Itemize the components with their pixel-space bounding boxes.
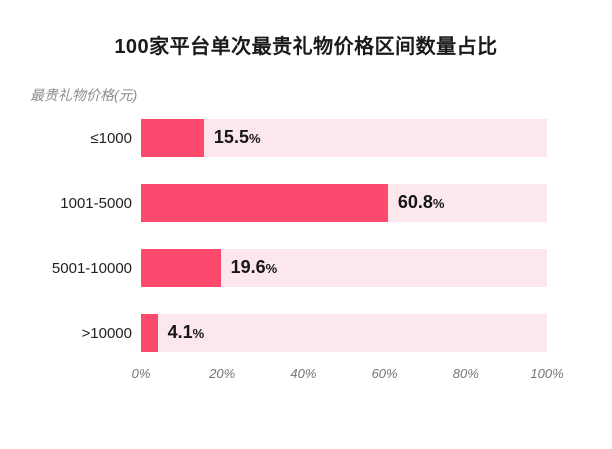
value-unit: % — [265, 261, 278, 277]
value-unit: % — [248, 131, 261, 147]
x-axis-tick: 100% — [530, 366, 564, 381]
x-axis-tick: 20% — [209, 366, 236, 381]
bar-row: >10000 4.1% — [0, 314, 612, 352]
bar-track: 4.1% — [141, 314, 547, 352]
value-label: 19.6% — [231, 258, 278, 277]
bar — [141, 249, 221, 287]
category-label: 1001-5000 — [60, 194, 132, 212]
bar-row: 1001-5000 60.8% — [0, 184, 612, 222]
x-axis-tick: 0% — [131, 366, 151, 381]
value-label: 4.1% — [168, 323, 205, 342]
bar-track: 19.6% — [141, 249, 547, 287]
bar-row: ≤1000 15.5% — [0, 119, 612, 157]
bar-track: 60.8% — [141, 184, 547, 222]
category-label: ≤1000 — [90, 129, 132, 147]
x-axis-tick: 60% — [371, 366, 398, 381]
value-label: 60.8% — [398, 193, 445, 212]
bar — [141, 314, 158, 352]
x-axis-tick: 80% — [452, 366, 479, 381]
bar-rows: ≤1000 15.5% 1001-5000 60.8% 5001-10000 19.6% >… — [0, 119, 612, 352]
value-number: 4.1 — [167, 322, 193, 343]
bar-row: 5001-10000 19.6% — [0, 249, 612, 287]
chart-title: 100家平台单次最贵礼物价格区间数量占比 — [114, 36, 498, 58]
bar-track: 15.5% — [141, 119, 547, 157]
value-number: 15.5 — [213, 127, 249, 148]
y-axis-label: 最贵礼物价格(元) — [30, 87, 138, 103]
category-label: >10000 — [81, 324, 132, 342]
value-number: 19.6 — [230, 257, 266, 278]
value-number: 60.8 — [397, 192, 433, 213]
bar — [141, 184, 388, 222]
x-axis-tick: 40% — [290, 366, 317, 381]
x-axis: 0% 20% 40% 60% 80% 100% — [132, 366, 564, 384]
bar — [141, 119, 204, 157]
value-label: 15.5% — [214, 128, 261, 147]
category-label: 5001-10000 — [51, 259, 132, 277]
value-unit: % — [192, 326, 205, 342]
value-unit: % — [432, 196, 445, 212]
